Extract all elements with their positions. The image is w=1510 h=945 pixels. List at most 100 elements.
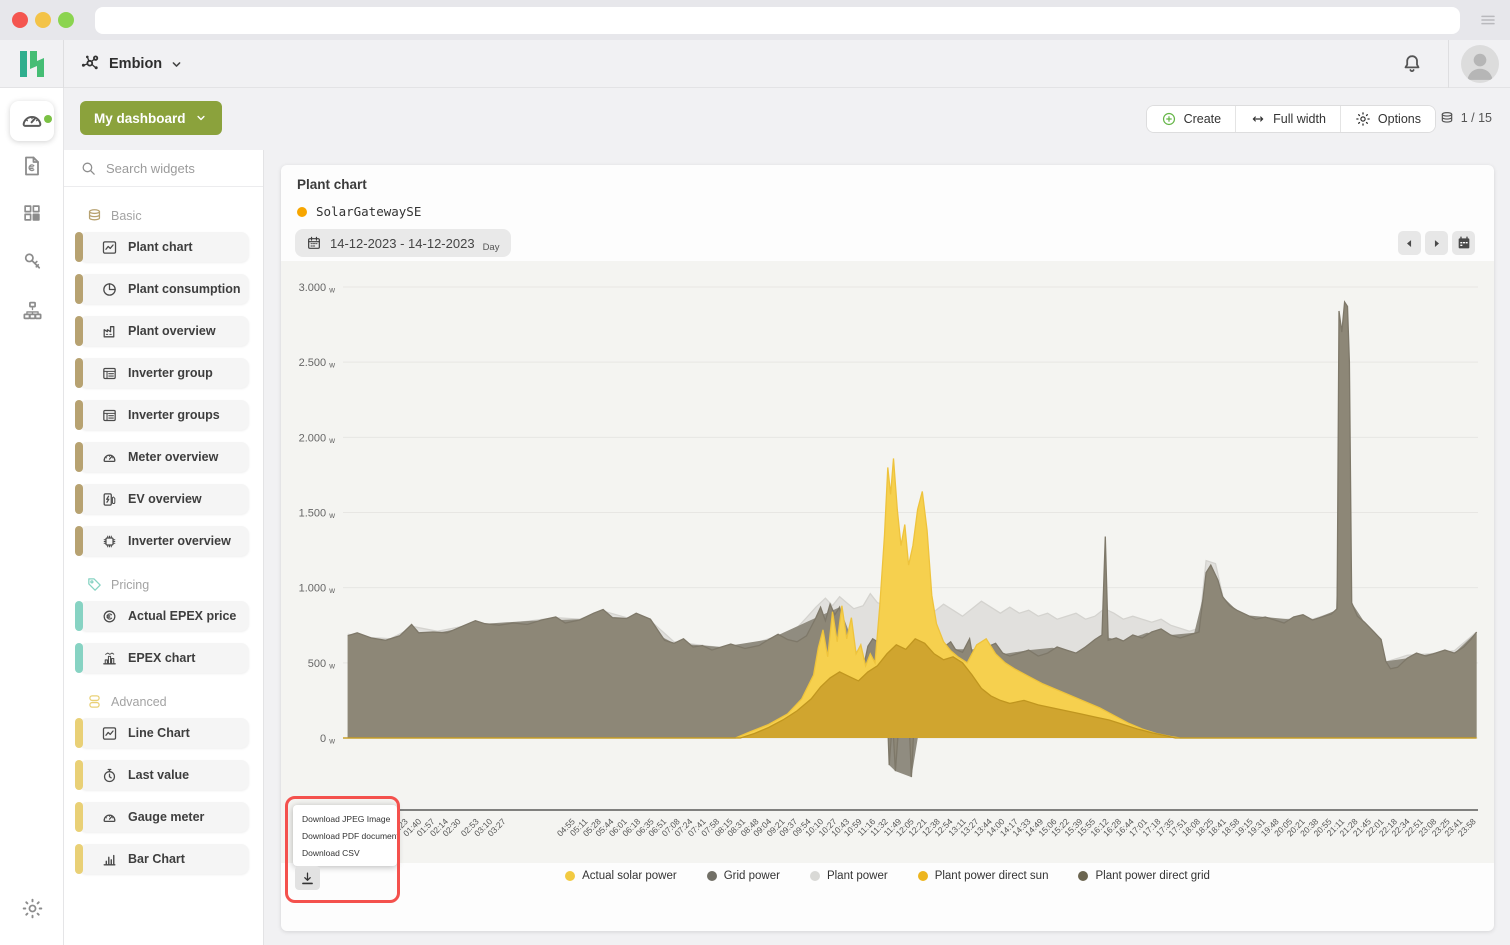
item-accent <box>75 760 83 790</box>
item-accent <box>75 358 83 388</box>
avatar-cell <box>1448 40 1510 88</box>
item-accent <box>75 316 83 346</box>
nav-item-settings[interactable] <box>10 888 54 928</box>
widget-item-meter-overview[interactable]: Meter overview <box>75 442 249 472</box>
widget-item-inverter-overview[interactable]: Inverter overview <box>75 526 249 556</box>
window-minimize-button[interactable] <box>35 12 51 28</box>
widget-item-last-value[interactable]: Last value <box>75 760 249 790</box>
stopwatch-icon <box>101 767 118 784</box>
download-button[interactable] <box>295 866 320 890</box>
widget-item-label: Meter overview <box>128 450 219 464</box>
widget-item-gauge-meter[interactable]: Gauge meter <box>75 802 249 832</box>
menu-item-download-csv[interactable]: Download CSV <box>302 847 360 858</box>
browser-menu-icon[interactable] <box>1478 11 1498 29</box>
options-label: Options <box>1377 112 1421 126</box>
chart-legend: Actual solar power Grid power Plant power P… <box>281 870 1494 882</box>
legend-label: Grid power <box>723 870 780 882</box>
nav-item-billing[interactable] <box>10 146 54 186</box>
legend-item-plant-power-direct-sun[interactable]: Plant power direct sun <box>917 870 1049 882</box>
window-zoom-button[interactable] <box>58 12 74 28</box>
create-label: Create <box>1183 112 1222 126</box>
calendar-button[interactable] <box>1452 231 1475 255</box>
widget-item-line-chart[interactable]: Line Chart <box>75 718 249 748</box>
plant-chart-plot[interactable]: 3.000 w 2.500 w 2.000 w 1.500 w 1.000 w 500 w… <box>281 165 1494 931</box>
series-area-plant-power-direct-grid <box>347 302 1477 778</box>
options-button[interactable]: Options <box>1339 106 1435 132</box>
meter-icon <box>101 449 118 466</box>
widget-item-inverter-group[interactable]: Inverter group <box>75 358 249 388</box>
gear-icon <box>21 897 44 920</box>
hierarchy-icon <box>21 299 44 322</box>
y-tick-label: 3.000 w <box>299 282 336 295</box>
menu-item-download-pdf-document[interactable]: Download PDF document <box>302 830 399 841</box>
legend-dot <box>809 871 820 881</box>
widget-item-ev-overview[interactable]: EV overview <box>75 484 249 514</box>
widget-item-label: Last value <box>128 768 190 782</box>
widget-item-label: EV overview <box>128 492 202 506</box>
full-width-button[interactable]: Full width <box>1235 106 1340 132</box>
widget-item-epex-chart[interactable]: EPEX chart <box>75 643 249 673</box>
dashboard-selector-button[interactable]: My dashboard <box>80 101 222 135</box>
widget-search-input[interactable] <box>106 160 246 176</box>
caret-right-icon <box>1429 236 1444 251</box>
create-button[interactable]: Create <box>1146 106 1236 132</box>
series-line-plant-power-direct-sun <box>343 638 1477 739</box>
legend-item-plant-power-direct-grid[interactable]: Plant power direct grid <box>1078 870 1210 882</box>
widget-item-actual-epex-price[interactable]: Actual EPEX price <box>75 601 249 631</box>
calendar-icon <box>306 235 322 251</box>
widget-item-inverter-groups[interactable]: Inverter groups <box>75 400 249 430</box>
section-header-pricing: Pricing <box>86 576 263 593</box>
y-tick-label: 500 w <box>308 658 335 671</box>
window-close-button[interactable] <box>12 12 28 28</box>
speedometer-icon <box>19 108 45 134</box>
next-period-button[interactable] <box>1425 231 1448 255</box>
gear-icon <box>1355 111 1371 127</box>
widget-item-label: Plant consumption <box>128 282 241 296</box>
notifications-bell-icon[interactable] <box>1400 52 1424 76</box>
legend-dot <box>917 871 928 881</box>
legend-item-plant-power[interactable]: Plant power <box>809 870 888 882</box>
active-dot <box>44 115 52 123</box>
app-logo[interactable] <box>0 40 64 88</box>
item-accent <box>75 274 83 304</box>
legend-label: Plant power direct sun <box>934 870 1049 882</box>
chevron-down-icon <box>169 57 184 72</box>
legend-dot <box>1078 871 1089 881</box>
item-accent <box>75 442 83 472</box>
date-range-picker[interactable]: 14-12-2023 - 14-12-2023 Day <box>295 229 512 257</box>
series-line-actual-solar-power <box>343 458 1477 739</box>
legend-item-grid-power[interactable]: Grid power <box>706 870 780 882</box>
prev-period-button[interactable] <box>1398 231 1421 255</box>
nav-item-hierarchy[interactable] <box>10 290 54 330</box>
legend-item-actual-solar-power[interactable]: Actual solar power <box>565 870 677 882</box>
nav-item-access-keys[interactable] <box>10 240 54 280</box>
widget-item-plant-overview[interactable]: Plant overview <box>75 316 249 346</box>
nav-item-dashboards[interactable] <box>10 101 54 141</box>
series-area-actual-solar-power <box>343 458 1477 738</box>
widget-panel: Basic Plant chart Plant consumption Plant o… <box>64 150 264 945</box>
document-euro-icon <box>20 154 44 178</box>
dashboard-selector-label: My dashboard <box>94 110 186 126</box>
widget-item-label: Plant overview <box>128 324 216 338</box>
dashboard-actions: Create Full width Options <box>1145 105 1436 133</box>
pie-chart-icon <box>101 281 118 298</box>
avatar[interactable] <box>1460 45 1499 83</box>
device-row: SolarGatewaySE <box>297 204 421 219</box>
widget-item-bar-chart[interactable]: Bar Chart <box>75 844 249 874</box>
widget-item-plant-chart[interactable]: Plant chart <box>75 232 249 262</box>
full-width-label: Full width <box>1273 112 1326 126</box>
chart-nav <box>1398 231 1475 255</box>
address-bar[interactable] <box>95 7 1460 34</box>
legend-label: Actual solar power <box>582 870 677 882</box>
coin-euro-icon <box>101 608 118 625</box>
widget-item-label: Inverter group <box>128 366 213 380</box>
widget-item-plant-consumption[interactable]: Plant consumption <box>75 274 249 304</box>
dashboard-page-indicator: 1 / 15 <box>1439 110 1492 126</box>
arrows-horizontal-icon <box>1250 111 1266 127</box>
org-selector[interactable]: Embion <box>78 40 184 88</box>
download-icon <box>299 870 316 887</box>
menu-item-download-jpeg-image[interactable]: Download JPEG Image <box>302 813 391 824</box>
caret-left-icon <box>1402 236 1417 251</box>
nav-item-widgets[interactable] <box>10 193 54 233</box>
widget-item-label: Actual EPEX price <box>128 609 237 623</box>
